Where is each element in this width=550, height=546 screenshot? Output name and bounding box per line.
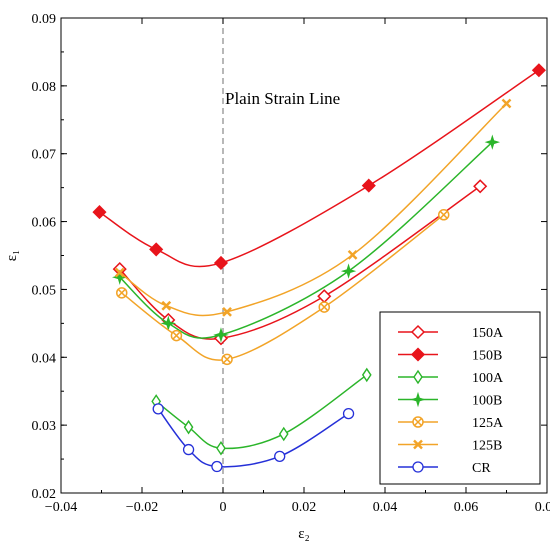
- data-point-125B: [222, 306, 232, 317]
- series-125A: [116, 209, 450, 366]
- data-point-100A: [361, 367, 372, 383]
- data-point-100B: [340, 263, 357, 279]
- x-tick-label: 0.04: [373, 500, 398, 515]
- legend-item-125B: 125B: [398, 439, 502, 454]
- legend-box: [379, 311, 541, 485]
- x-tick-label: 0.02: [292, 500, 317, 515]
- legend-label: 150B: [472, 349, 502, 364]
- data-point-150B: [149, 242, 164, 257]
- series-line-CR: [157, 408, 349, 468]
- legend-item-CR: CR: [398, 461, 491, 476]
- legend-marker: [410, 391, 426, 408]
- data-point-125B: [501, 98, 512, 109]
- data-point-CR: [274, 450, 286, 463]
- legend-label: 125B: [472, 439, 502, 454]
- data-point-100A: [216, 440, 226, 456]
- series-100A: [151, 367, 372, 456]
- legend-item-125A: 125A: [398, 416, 504, 431]
- legend-marker: [413, 439, 423, 450]
- data-point-125A: [170, 329, 183, 342]
- series-line-100A: [155, 374, 368, 450]
- series-line-150B: [99, 69, 540, 268]
- y-tick-label: 0.09: [32, 12, 57, 27]
- series-line-125A: [121, 214, 445, 361]
- data-point-150A: [473, 179, 488, 194]
- y-tick-label: 0.08: [32, 80, 57, 95]
- y-tick-label: 0.06: [32, 216, 57, 231]
- legend-label: 125A: [472, 416, 504, 431]
- series-100B: [112, 134, 501, 343]
- legend-item-150B: 150B: [398, 347, 502, 364]
- y-tick-label: 0.05: [32, 283, 57, 298]
- legend-marker: [410, 324, 426, 340]
- data-point-125A: [116, 287, 128, 299]
- data-point-100B: [484, 134, 501, 150]
- x-tick-label: 0.08: [535, 500, 550, 515]
- legend-item-100A: 100A: [398, 369, 504, 386]
- data-point-150B: [213, 255, 229, 271]
- x-tick-label: 0: [220, 500, 227, 515]
- legend-marker: [413, 369, 423, 385]
- x-tick-label: −0.04: [45, 500, 77, 515]
- data-point-125B: [347, 249, 358, 260]
- series-150B: [92, 63, 546, 271]
- y-tick-label: 0.07: [32, 148, 57, 163]
- legend-label: 100A: [472, 371, 504, 386]
- data-point-125B: [161, 300, 172, 311]
- data-point-150B: [531, 63, 546, 78]
- data-point-150B: [92, 205, 107, 220]
- legend-item-150A: 150A: [398, 324, 504, 341]
- data-point-100A: [278, 426, 289, 442]
- data-point-CR: [152, 403, 164, 415]
- data-point-150A: [317, 289, 332, 304]
- data-point-CR: [182, 443, 195, 456]
- data-point-150B: [361, 178, 376, 193]
- data-point-125A: [318, 301, 330, 313]
- legend-label: CR: [472, 461, 491, 476]
- y-axis-label: ε₁: [4, 250, 20, 262]
- series-125B: [114, 98, 512, 317]
- x-axis-label: ε₂: [298, 526, 310, 542]
- data-point-125A: [221, 353, 233, 366]
- x-tick-label: −0.02: [126, 500, 158, 515]
- y-tick-label: 0.04: [32, 351, 57, 366]
- y-tick-label: 0.02: [32, 487, 57, 502]
- legend-label: 100B: [472, 394, 502, 409]
- legend-marker: [412, 416, 424, 428]
- series-CR: [152, 403, 355, 473]
- y-tick-label: 0.03: [32, 419, 57, 434]
- series-line-100B: [119, 141, 493, 339]
- data-point-CR: [211, 460, 223, 473]
- legend-item-100B: 100B: [398, 391, 502, 409]
- legend-marker: [412, 461, 424, 473]
- data-point-125A: [437, 209, 450, 221]
- data-point-125B: [114, 267, 125, 278]
- legend-label: 150A: [472, 326, 504, 341]
- x-tick-label: 0.06: [454, 500, 479, 515]
- plain-strain-label: Plain Strain Line: [225, 89, 340, 108]
- data-point-CR: [342, 407, 355, 420]
- data-point-100A: [183, 419, 194, 435]
- legend-marker: [410, 347, 426, 362]
- series-line-150A: [119, 185, 481, 340]
- data-point-100B: [213, 327, 229, 343]
